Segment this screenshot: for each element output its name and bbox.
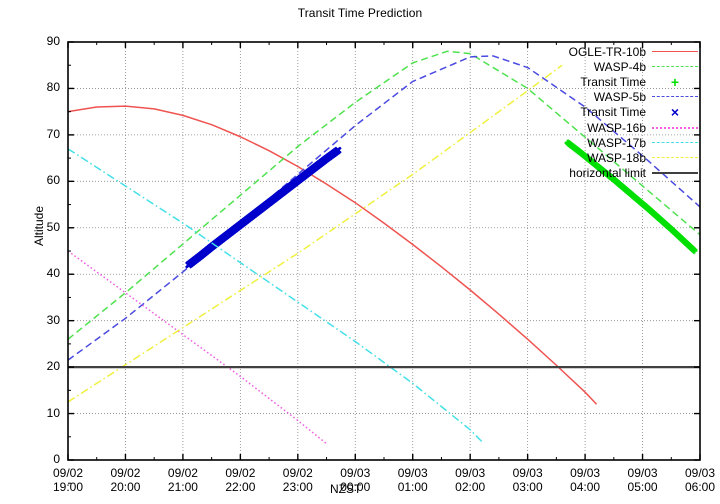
legend-line-swatch <box>652 50 698 52</box>
y-tick-label: 90 <box>46 34 60 48</box>
x-tick-label: 09/03 02:00 <box>455 466 486 494</box>
y-tick-label: 80 <box>46 80 60 95</box>
plus-marker-icon: + <box>670 73 680 90</box>
series-line <box>67 50 701 340</box>
x-tick-label: 09/02 23:00 <box>282 466 313 494</box>
legend-line-swatch <box>652 96 698 98</box>
legend-item: WASP-17b <box>530 135 698 150</box>
x-tick-label: 09/03 05:00 <box>627 466 658 494</box>
legend-item: Transit Time × <box>530 105 698 120</box>
legend-item-key <box>652 45 698 59</box>
legend-item-key: + <box>652 75 698 89</box>
legend-item: WASP-16b <box>530 120 698 135</box>
chart-legend: OGLE-TR-10b WASP-4b Transit Time + WASP-5b Tr… <box>530 44 698 181</box>
legend-item-key <box>652 90 698 104</box>
legend-item-key <box>652 121 698 135</box>
x-axis-label: NZST <box>330 482 362 496</box>
series-line <box>67 105 598 405</box>
legend-line-swatch <box>652 65 698 67</box>
legend-item-label: WASP-5b <box>593 90 646 105</box>
legend-item: Transit Time + <box>530 74 698 89</box>
legend-item-key <box>652 151 698 165</box>
legend-item: WASP-18b <box>530 150 698 165</box>
legend-item-key <box>652 60 698 74</box>
y-tick-label: 60 <box>46 173 60 188</box>
x-tick-label: 09/03 04:00 <box>570 466 601 494</box>
legend-item-label: WASP-18b <box>587 150 646 165</box>
series-line <box>67 64 563 403</box>
series-line <box>67 250 328 445</box>
y-tick-label: 0 <box>53 452 60 466</box>
legend-item-label: Transit Time <box>580 74 646 89</box>
x-tick-label: 09/03 06:00 <box>684 466 716 494</box>
legend-item-label: WASP-4b <box>593 59 646 74</box>
legend-item-key: × <box>652 105 698 119</box>
x-marker-icon: × <box>670 104 680 121</box>
x-tick-label: 09/02 20:00 <box>110 466 141 494</box>
y-tick-label: 50 <box>46 219 60 234</box>
x-tick-label: 09/03 00:00 <box>340 466 371 494</box>
legend-line-swatch <box>652 172 698 175</box>
x-tick-label: 09/03 03:00 <box>512 466 543 494</box>
y-tick-label: 40 <box>46 266 60 281</box>
legend-item: WASP-5b <box>530 90 698 105</box>
legend-item-label: WASP-16b <box>587 120 646 135</box>
legend-item-label: horizontal limit <box>569 166 646 181</box>
legend-item-label: Transit Time <box>580 105 646 120</box>
legend-line-swatch <box>652 156 698 158</box>
x-tick-label: 09/02 22:00 <box>225 466 256 494</box>
x-tick-label: 09/02 19:00 <box>52 466 84 494</box>
chart-title: Transit Time Prediction <box>297 6 423 20</box>
legend-item: horizontal limit <box>530 166 698 181</box>
legend-item: OGLE-TR-10b <box>530 44 698 59</box>
legend-item: WASP-4b <box>530 59 698 74</box>
legend-line-swatch <box>652 141 698 143</box>
y-tick-label: 70 <box>46 126 60 141</box>
series-line <box>67 55 701 361</box>
y-tick-label: 20 <box>46 359 60 374</box>
series-line <box>67 148 483 442</box>
legend-item-label: OGLE-TR-10b <box>568 44 646 59</box>
x-tick-label: 09/03 01:00 <box>397 466 428 494</box>
legend-item-key <box>652 136 698 150</box>
legend-item-key <box>652 166 698 180</box>
y-tick-label: 10 <box>46 405 60 420</box>
legend-line-swatch <box>652 126 698 129</box>
legend-item-label: WASP-17b <box>587 135 646 150</box>
x-tick-label: 09/02 21:00 <box>167 466 198 494</box>
y-tick-label: 30 <box>46 312 60 327</box>
